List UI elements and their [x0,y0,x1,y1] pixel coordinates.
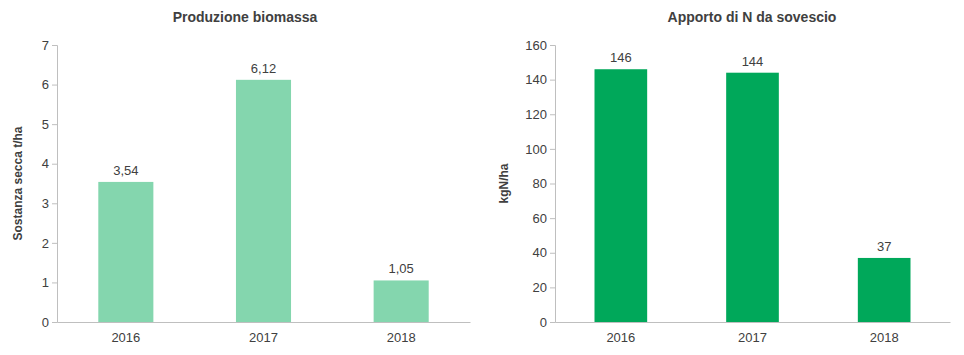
chart-canvas: Produzione biomassa Sostanza secca t/ha 0 1… [0,0,964,355]
y-tick: 1 [42,275,57,290]
y-tick-mark [550,80,555,81]
bar [595,69,648,322]
y-axis: 0 1 2 3 4 5 6 7 [42,38,58,330]
data-label: 144 [742,54,764,69]
chart-title: Apporto di N da sovescio [668,9,837,25]
y-tick-label: 6 [42,77,49,92]
y-tick-mark [550,287,555,288]
x-tick: 2016 [606,322,635,345]
x-tick: 2017 [249,322,278,345]
y-tick: 120 [525,107,555,122]
y-tick: 5 [42,117,57,132]
y-tick-label: 7 [42,38,49,53]
data-label: 37 [877,239,891,254]
bar [98,182,153,322]
y-tick-label: 140 [525,72,547,87]
y-tick: 40 [533,245,555,260]
bars [595,69,911,322]
y-tick-mark [550,149,555,150]
y-tick-mark [52,282,57,283]
x-axis-line [58,322,471,323]
bar [858,258,911,322]
y-tick-label: 3 [42,196,49,211]
y-tick-label: 40 [533,245,547,260]
y-tick-label: 0 [540,315,547,330]
y-tick-label: 1 [42,275,49,290]
y-tick: 20 [533,280,555,295]
bar [374,280,429,322]
bars [98,80,428,322]
y-tick-mark [52,124,57,125]
y-tick: 100 [525,142,555,157]
y-tick-label: 60 [533,211,547,226]
y-tick-label: 0 [42,315,49,330]
chart-title: Produzione biomassa [173,9,318,25]
y-tick-mark [52,164,57,165]
data-label: 3,54 [113,163,138,178]
y-tick: 60 [533,211,555,226]
y-tick-mark [550,114,555,115]
x-tick-label: 2016 [111,330,140,345]
data-label: 6,12 [251,61,276,76]
y-tick-label: 5 [42,117,49,132]
y-tick-label: 4 [42,156,49,171]
y-tick: 7 [42,38,57,53]
y-tick: 0 [540,315,555,330]
data-label: 146 [610,50,632,65]
y-tick-label: 2 [42,236,49,251]
y-tick: 80 [533,176,555,191]
y-tick-label: 160 [525,38,547,53]
x-axis-line [556,322,951,323]
y-tick: 2 [42,236,57,251]
y-tick-mark [550,253,555,254]
x-axis: 2016 2017 2018 [58,322,471,345]
y-tick-label: 100 [525,142,547,157]
y-tick-mark [550,184,555,185]
y-tick-mark [52,45,57,46]
y-axis-title: Sostanza secca t/ha [11,126,25,240]
y-axis: 0 20 40 60 80 100 120 140 160 [525,38,555,330]
y-tick: 4 [42,156,57,171]
chart: Apporto di N da sovescio kgN/ha 0 20 40 60 80 1… [497,9,951,345]
y-tick: 6 [42,77,57,92]
y-tick-mark [52,243,57,244]
y-tick-label: 80 [533,176,547,191]
y-tick-mark [550,218,555,219]
x-tick-label: 2018 [387,330,416,345]
y-axis-title: kgN/ha [497,163,511,203]
y-tick-mark [52,203,57,204]
y-tick-mark [52,322,57,323]
x-tick: 2016 [111,322,140,345]
bar [236,80,291,322]
x-tick: 2018 [387,322,416,345]
x-tick-label: 2017 [249,330,278,345]
y-tick: 140 [525,72,555,87]
y-tick-mark [550,45,555,46]
data-label: 1,05 [389,261,414,276]
x-tick: 2018 [870,322,899,345]
y-tick-label: 20 [533,280,547,295]
y-axis-line [52,46,58,323]
x-tick: 2017 [738,322,767,345]
y-tick-mark [52,85,57,86]
data-labels: 3,54 6,12 1,05 [113,61,414,277]
y-tick-label: 120 [525,107,547,122]
chart: Produzione biomassa Sostanza secca t/ha 0 1… [11,9,471,345]
data-labels: 146 144 37 [610,50,891,254]
x-axis: 2016 2017 2018 [556,322,951,345]
y-tick: 160 [525,38,555,53]
y-tick-mark [550,322,555,323]
y-tick: 3 [42,196,57,211]
x-tick-label: 2017 [738,330,767,345]
bar [726,73,779,322]
x-tick-label: 2018 [870,330,899,345]
x-tick-label: 2016 [606,330,635,345]
y-tick: 0 [42,315,57,330]
y-axis-line [550,46,556,323]
